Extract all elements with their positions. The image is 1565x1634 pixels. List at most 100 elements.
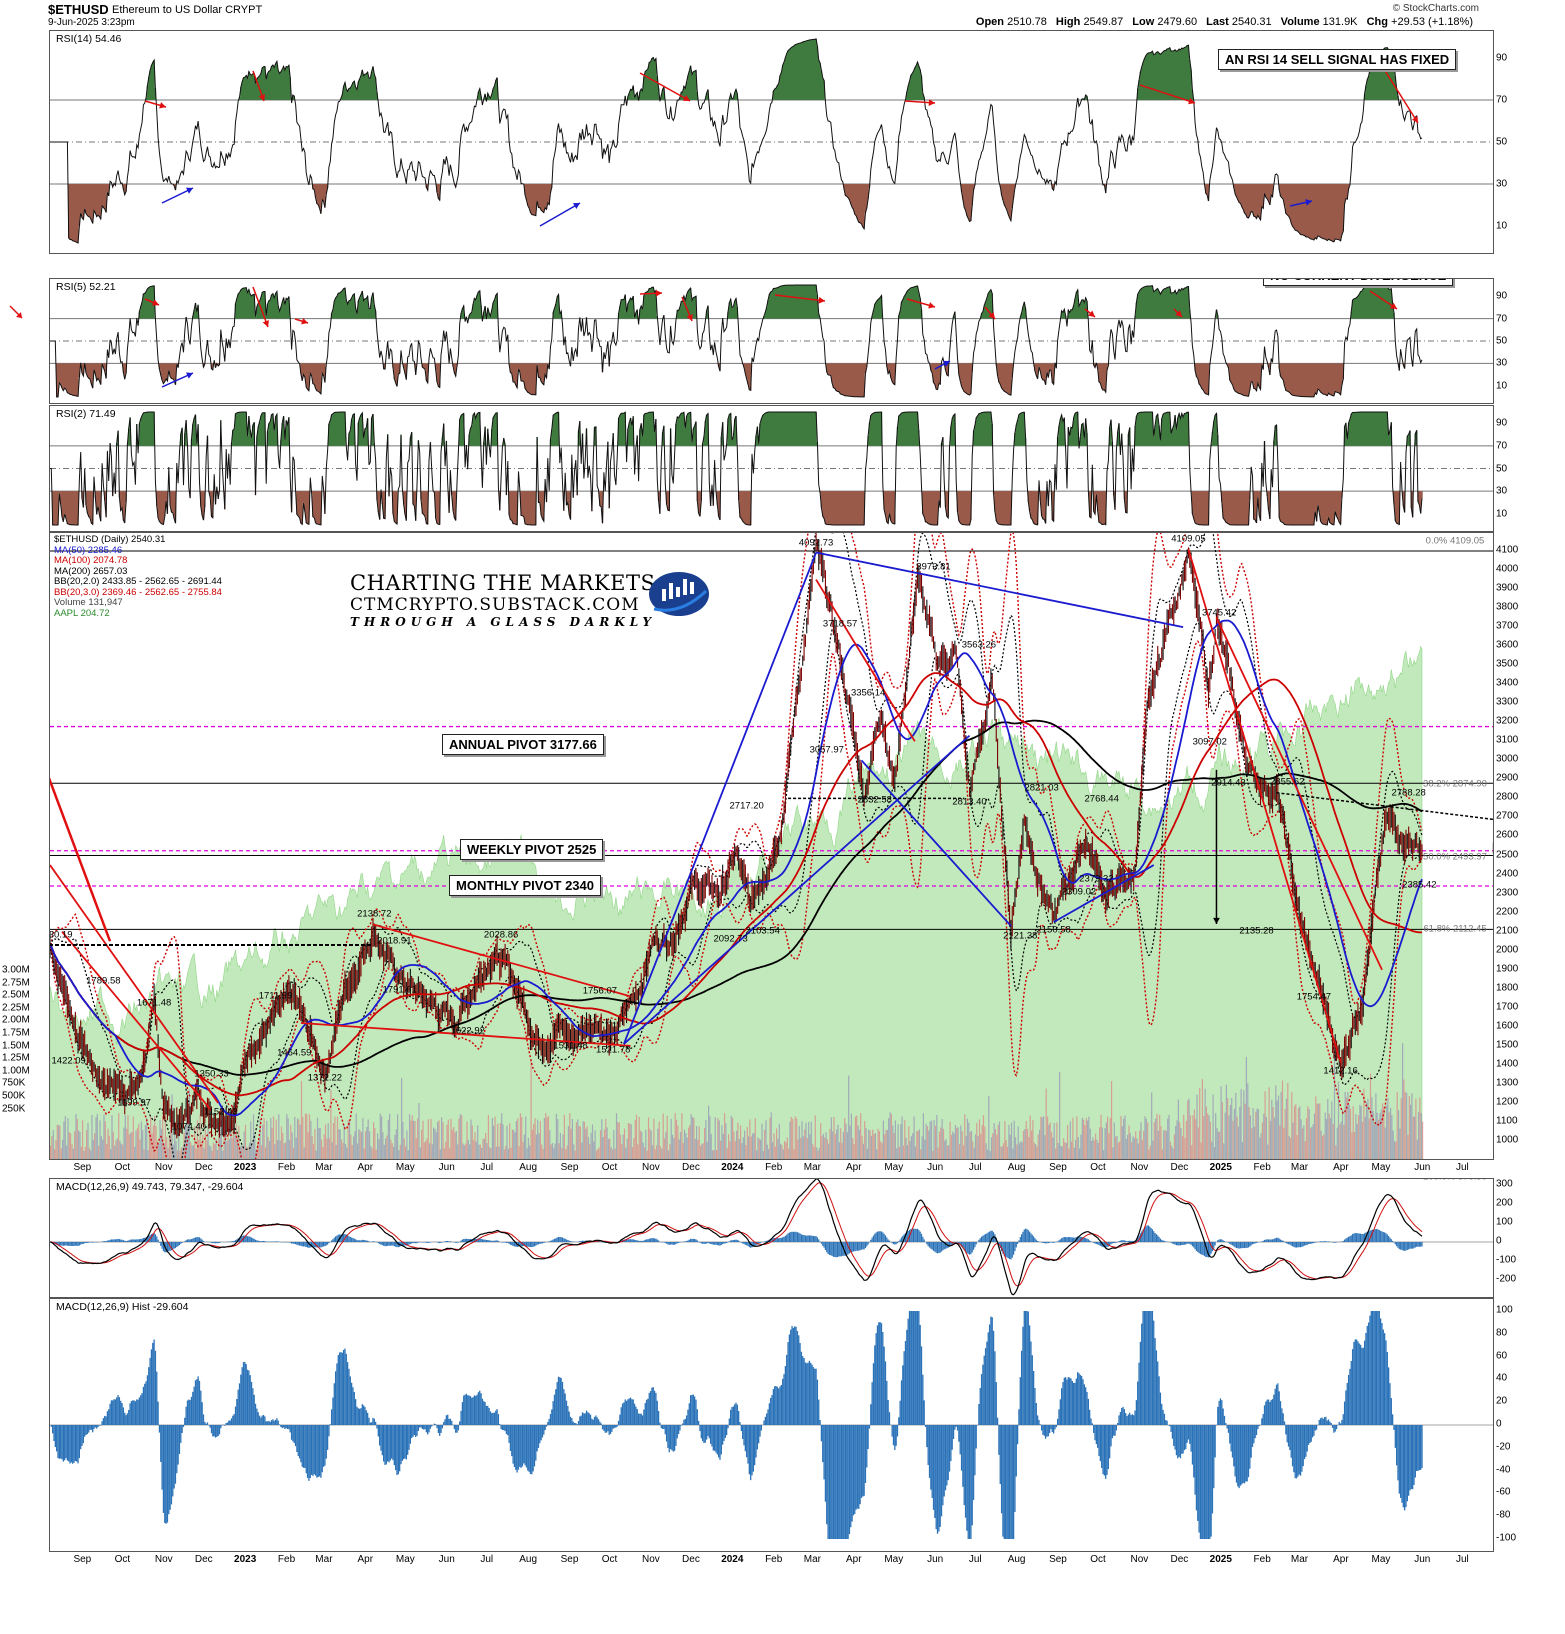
volume-bar [1121, 1126, 1123, 1159]
volume-bar [1352, 1106, 1354, 1159]
volume-bar [1233, 1108, 1235, 1159]
volume-bar [591, 1124, 594, 1159]
volume-bar [989, 1150, 991, 1159]
watermark-line3: THROUGH A GLASS DARKLY [350, 615, 657, 629]
volume-bar [499, 1123, 501, 1159]
volume-bar [442, 1122, 444, 1159]
volume-bar [1291, 1092, 1293, 1159]
volume-bar [1220, 1086, 1222, 1159]
volume-bar [717, 1118, 719, 1159]
volume-bar [236, 1138, 238, 1159]
volume-bar [497, 1123, 499, 1159]
volume-bar [1265, 1117, 1267, 1159]
volume-bar [1151, 1092, 1153, 1159]
volume-bar [1353, 1132, 1356, 1159]
volume-bar [304, 1113, 307, 1159]
volume-bar [653, 1118, 655, 1159]
volume-bar [1153, 1122, 1155, 1159]
volume-bar [509, 1123, 511, 1159]
volume-bar [968, 1122, 970, 1159]
volume-bar [1149, 1145, 1151, 1159]
price-annotation-24: 3356.14 [850, 687, 886, 699]
x-tick-Sep: Sep [1049, 1162, 1067, 1173]
volume-bar [1369, 1073, 1372, 1159]
x-tick-Dec: Dec [194, 1162, 213, 1173]
volume-bar [519, 1113, 521, 1159]
volume-bar [320, 1139, 323, 1159]
volume-bar [1315, 1096, 1317, 1159]
x-tick-2025: 2025 [1209, 1162, 1232, 1173]
volume-bar [728, 1134, 730, 1159]
volume-bar [675, 1119, 678, 1159]
price-tick-3300: 3300 [1496, 696, 1519, 708]
volume-bar [120, 1143, 122, 1159]
rsi5-red-arrow-2-head [301, 317, 308, 325]
volume-bar [732, 1117, 734, 1159]
volume-bar [326, 1138, 328, 1159]
volume-bar [78, 1130, 80, 1159]
volume-bar [425, 1140, 427, 1159]
volume-bar [661, 1148, 663, 1159]
volume-bar [68, 1132, 70, 1159]
volume-bar [944, 1140, 946, 1159]
volume-bar [724, 1113, 726, 1159]
volume-bar [122, 1144, 124, 1159]
volume-bar [102, 1139, 104, 1159]
volume-bar [1104, 1128, 1106, 1159]
volume-bar [210, 1146, 212, 1159]
rsi14-red-arrow-4 [1383, 68, 1419, 124]
volume-bar [761, 1123, 763, 1159]
volume-bar [238, 1125, 240, 1159]
volume-bar [1273, 1117, 1276, 1159]
volume-bar [997, 1124, 999, 1159]
volume-bar [186, 1113, 188, 1159]
price-annotation-31: 2121.38 [1003, 930, 1038, 942]
volume-bar [587, 1136, 590, 1159]
volume-bar [1025, 1121, 1027, 1159]
volume-bar [737, 1122, 739, 1159]
volume-bar [147, 1150, 149, 1159]
volume-bar [447, 1119, 449, 1159]
volume-bar [1091, 1140, 1093, 1159]
rsi14-red-arrow-1-head [159, 102, 166, 109]
volume-bar [194, 1126, 196, 1159]
volume-bar [1229, 1105, 1231, 1159]
volume-bar [832, 1131, 834, 1159]
volume-bar [734, 1141, 736, 1159]
rsi14-red-arrow-0-head [258, 94, 266, 101]
volume-bar [437, 1122, 439, 1159]
volume-bar [1132, 1136, 1134, 1159]
rsi5-red-arrow-6-head [928, 302, 935, 309]
volume-bar [226, 1141, 228, 1159]
volume-bar [389, 1113, 391, 1159]
volume-bar [96, 1113, 98, 1159]
volume-bar [1076, 1116, 1078, 1159]
volume-bar [240, 1145, 243, 1159]
rsi5-red-arrow-4-head [686, 314, 693, 321]
volume-bar [1212, 1094, 1214, 1159]
rsi-tick-30: 30 [1496, 357, 1508, 369]
volume-bar [662, 1113, 664, 1159]
x-tick-Jul: Jul [480, 1162, 494, 1173]
volume-bar [965, 1136, 967, 1159]
volume-bar [1001, 1146, 1003, 1159]
bb3-upper [50, 533, 1423, 1114]
volume-bar [1217, 1131, 1219, 1159]
volume-bar [861, 1135, 863, 1159]
volume-bar [659, 1146, 662, 1159]
volume-bar [1184, 1138, 1186, 1159]
volume-bar [789, 1121, 791, 1159]
volume-bar [98, 1145, 100, 1159]
volume-bar [626, 1138, 628, 1159]
volume-bar [1180, 1128, 1182, 1159]
rsi-overbought-fill [129, 285, 1395, 319]
volume-bar [685, 1133, 687, 1159]
volume-bar [1188, 1098, 1190, 1159]
volume-bar [1048, 1124, 1050, 1159]
volume-bar [260, 1145, 263, 1159]
volume-bar [446, 1124, 448, 1159]
volume-bar [1115, 1136, 1117, 1159]
price-tick-1100: 1100 [1496, 1115, 1518, 1127]
volume-bar [742, 1137, 744, 1159]
volume-bar [533, 1123, 535, 1159]
